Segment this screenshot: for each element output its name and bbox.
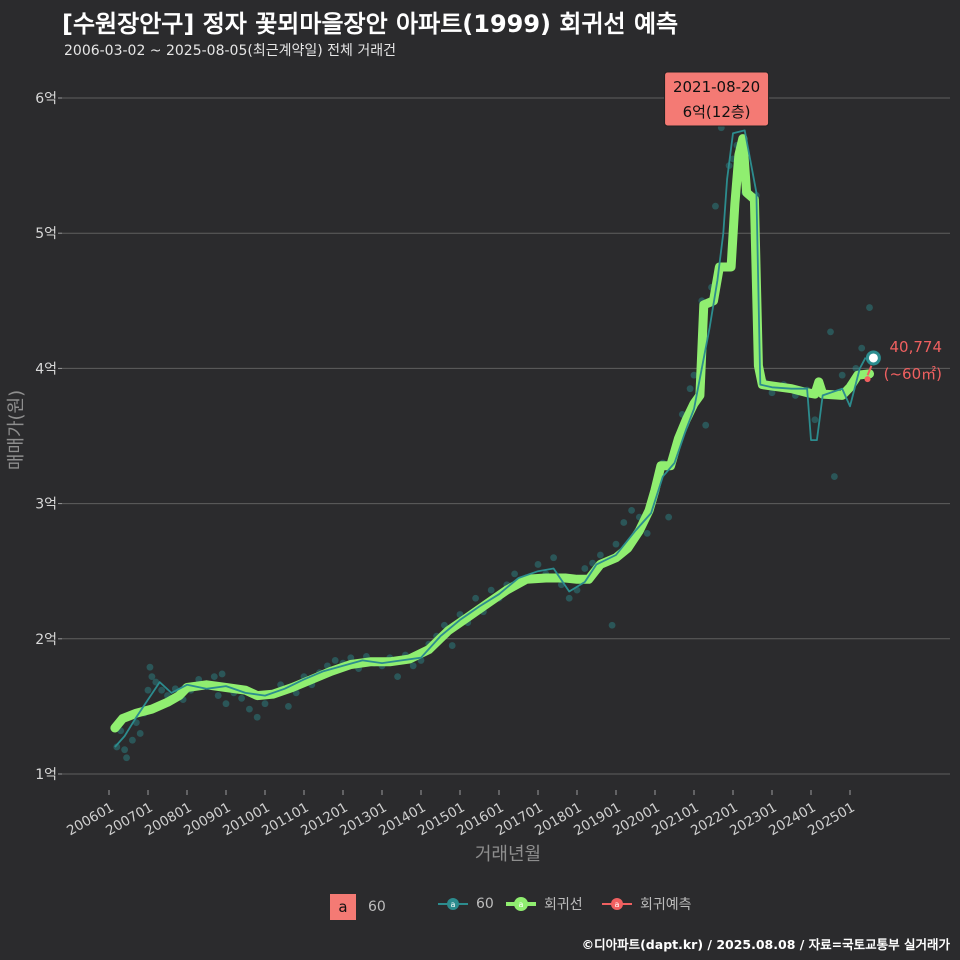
chart-subtitle: 2006-03-02 ~ 2025-08-05(최근계약일) 전체 거래건	[64, 43, 396, 59]
trade-point	[472, 594, 479, 602]
trade-point	[113, 743, 121, 751]
price-chart: 1억2억3억4억5억6억2006012007012008012009012010…	[6, 71, 950, 865]
trade-point	[152, 678, 160, 686]
legend-prediction-label: 회귀예측	[640, 897, 692, 913]
x-axis-label: 거래년월	[475, 844, 541, 865]
trade-point	[144, 686, 152, 694]
trade-point	[565, 594, 573, 602]
legend-regression-label: 회귀선	[544, 897, 583, 913]
legend-prediction: a 회귀예측	[600, 894, 692, 914]
trade-point	[148, 673, 156, 681]
trade-point	[123, 754, 130, 762]
y-tick-label: 4억	[35, 361, 57, 377]
trade-point	[214, 692, 222, 699]
trade-line	[114, 129, 867, 748]
y-tick-label: 2억	[35, 632, 57, 648]
trade-point	[487, 586, 495, 594]
trade-point	[195, 675, 203, 683]
trade-point	[827, 328, 834, 336]
trade-point	[222, 700, 230, 708]
legend-area-swatch: a	[330, 894, 356, 920]
trade-point	[866, 304, 873, 311]
trade-point	[831, 473, 838, 480]
trade-point	[394, 673, 401, 681]
trade-point	[285, 703, 292, 710]
trade-point	[158, 686, 166, 694]
regression-legend-icon: a	[506, 897, 536, 911]
trade-point	[331, 657, 339, 664]
trade-point	[858, 344, 866, 352]
trade-point	[448, 642, 456, 649]
trade-point	[811, 416, 819, 424]
trade-point	[597, 551, 604, 559]
peak-annotation-price: 6억(12층)	[683, 103, 751, 121]
svg-text:a: a	[451, 900, 456, 909]
trade-point	[550, 554, 557, 562]
y-tick-label: 6억	[35, 91, 57, 107]
trade-point	[690, 371, 698, 379]
y-axis-label: 매매가(원)	[6, 390, 27, 470]
last-point-marker	[865, 350, 881, 366]
peak-annotation-date: 2021-08-20	[673, 78, 760, 96]
y-tick-label: 1억	[35, 767, 57, 783]
legend-trade-line: a 60	[436, 894, 494, 914]
peak-annotation-box	[664, 71, 770, 127]
footer-credit: ©디아파트(dapt.kr) / 2025.08.08 / 자료=국토교통부 실…	[581, 937, 950, 952]
trade-point	[628, 506, 635, 514]
trade-point	[210, 673, 218, 681]
trade-point	[347, 654, 355, 662]
trade-point	[620, 519, 628, 526]
trade-line-legend-icon: a	[438, 898, 468, 910]
legend-area: a 60	[330, 894, 386, 920]
trade-point	[409, 662, 417, 670]
trade-point	[665, 513, 673, 521]
trade-point	[686, 385, 694, 393]
legend-regression: a 회귀선	[504, 894, 583, 914]
trade-point	[136, 730, 144, 737]
trade-point	[581, 565, 589, 572]
trade-point	[511, 570, 518, 578]
trade-point	[712, 202, 719, 210]
trade-point	[253, 713, 261, 721]
trade-point	[218, 670, 226, 678]
trade-point	[261, 700, 269, 708]
trade-point	[643, 529, 651, 537]
legend-area-label: 60	[368, 899, 386, 915]
trade-point	[146, 663, 154, 671]
trade-point	[608, 621, 616, 629]
trade-point	[838, 371, 846, 379]
trade-point	[534, 561, 542, 568]
y-tick-label: 5억	[35, 226, 57, 242]
trade-point	[129, 736, 136, 744]
trade-point	[768, 389, 776, 397]
trade-point	[612, 540, 620, 548]
prediction-line	[866, 365, 873, 376]
trade-point	[238, 694, 246, 702]
trade-point	[702, 421, 710, 429]
trade-point	[246, 705, 253, 713]
trade-point	[121, 746, 128, 754]
prediction-legend-icon: a	[602, 898, 632, 910]
svg-text:a: a	[519, 900, 524, 909]
last-point-area: (~60㎡)	[884, 365, 942, 383]
svg-text:a: a	[615, 900, 620, 909]
prediction-point	[864, 376, 871, 383]
legend-trade-line-label: 60	[476, 896, 494, 912]
y-tick-label: 3억	[35, 497, 57, 513]
chart-title: [수원장안구] 정자 꽃뫼마을장안 아파트(1999) 회귀선 예측	[62, 10, 679, 38]
last-point-value: 40,774	[890, 338, 943, 356]
trade-point	[589, 559, 596, 567]
trade-point	[852, 365, 860, 372]
